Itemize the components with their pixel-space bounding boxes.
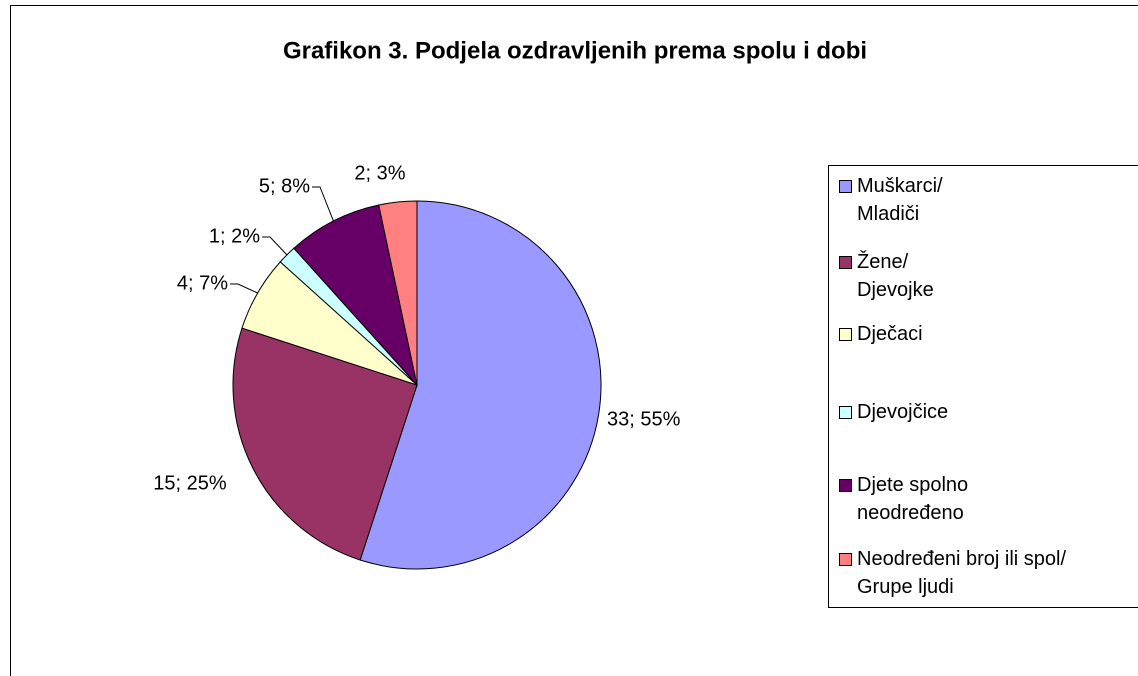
data-label: 2; 3% — [354, 162, 405, 184]
leader-line — [230, 283, 258, 294]
legend-swatch — [839, 256, 852, 269]
legend-swatch — [839, 180, 852, 193]
legend-label: Djevojčice — [857, 401, 949, 423]
pie-slice — [359, 200, 602, 570]
data-label: 5; 8% — [259, 175, 310, 197]
legend: Muškarci/ Mladiči Žene/ Djevojke Dječaci Dj… — [828, 165, 1138, 608]
legend-swatch — [839, 406, 852, 419]
data-label: 1; 2% — [209, 225, 260, 247]
pie-slice — [293, 204, 418, 387]
legend-label: Neodređeni broj ili spol/ Grupe ljudi — [857, 548, 1067, 598]
pie-slice — [378, 200, 418, 386]
legend-swatch — [839, 553, 852, 566]
legend-swatch — [839, 328, 852, 341]
legend-label: Muškarci/ Mladiči — [857, 175, 943, 225]
chart-title: Grafikon 3. Podjela ozdravljenih prema s… — [283, 37, 867, 64]
leader-line — [312, 186, 334, 222]
legend-swatch — [839, 479, 852, 492]
data-label: 4; 7% — [177, 272, 228, 294]
chart-border — [10, 5, 1138, 676]
data-label: 15; 25% — [153, 472, 227, 494]
legend-label: Žene/ Djevojke — [857, 251, 934, 301]
legend-label: Djete spolno neodređeno — [857, 474, 969, 524]
legend-label: Dječaci — [857, 323, 923, 345]
data-label: 33; 55% — [607, 408, 681, 430]
leader-line — [262, 236, 288, 256]
pie-slice — [232, 327, 418, 561]
